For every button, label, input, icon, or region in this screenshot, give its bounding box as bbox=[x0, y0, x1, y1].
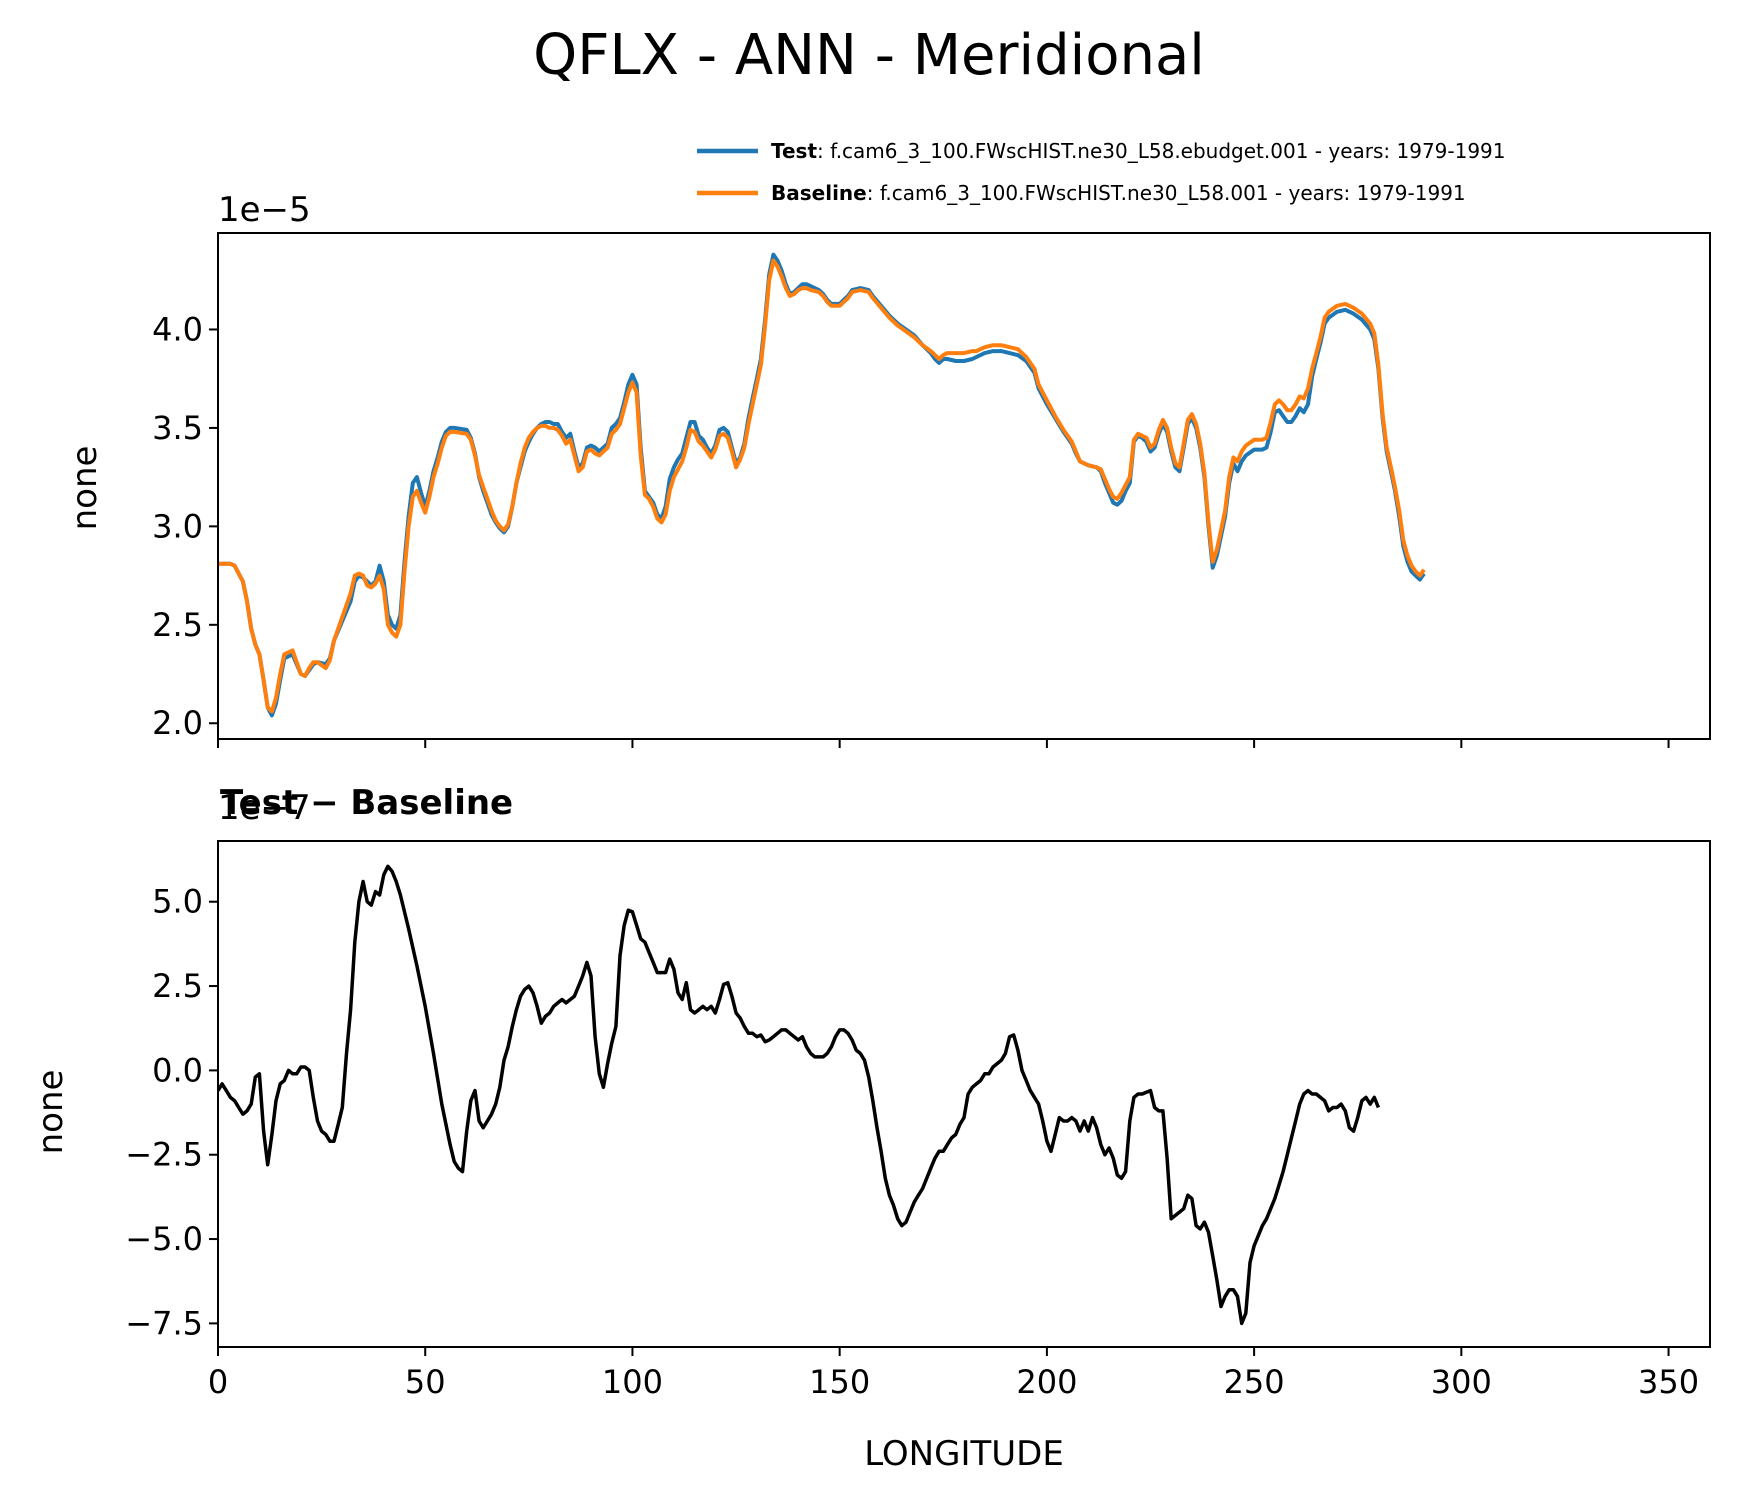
legend-baseline-desc: : f.cam6_3_100.FWscHIST.ne30_L58.001 - y… bbox=[867, 181, 1466, 205]
bottom-series-test-baseline bbox=[218, 864, 1381, 1326]
bottom-panel-multiplier: 1e−7 bbox=[218, 788, 311, 828]
top-panel-xticks bbox=[217, 739, 1670, 748]
top-panel-yticks: 2.0 2.5 3.0 3.5 4.0 bbox=[152, 310, 218, 742]
bottom-ytick-label: −7.5 bbox=[125, 1304, 203, 1342]
top-series-baseline bbox=[218, 258, 1426, 714]
top-panel-ylabel: none bbox=[65, 446, 105, 531]
top-ytick-label: 2.0 bbox=[152, 704, 203, 742]
bottom-xtick-label: 200 bbox=[1016, 1363, 1077, 1401]
bottom-panel-title: Test − Baseline bbox=[220, 783, 513, 823]
legend-baseline-name: Baseline bbox=[771, 181, 867, 205]
top-ytick-label: 2.5 bbox=[152, 606, 203, 644]
bottom-xtick-label: 0 bbox=[208, 1363, 228, 1401]
top-panel-frame bbox=[217, 232, 1711, 740]
figure-title: QFLX - ANN - Meridional bbox=[533, 23, 1205, 88]
bottom-xtick-label: 350 bbox=[1638, 1363, 1699, 1401]
bottom-panel-frame bbox=[217, 840, 1711, 1348]
bottom-panel-xticks: 0 50 100 150 200 250 300 350 bbox=[208, 1347, 1699, 1401]
top-panel-multiplier: 1e−5 bbox=[218, 190, 311, 230]
bottom-xtick-label: 50 bbox=[405, 1363, 446, 1401]
bottom-panel-yticks: −7.5 −5.0 −2.5 0.0 2.5 5.0 bbox=[125, 883, 218, 1342]
top-panel: 1e−5 none 2.0 2.5 3.0 3.5 4.0 bbox=[65, 190, 1711, 748]
bottom-panel-series bbox=[218, 864, 1381, 1326]
bottom-panel-xlabel: LONGITUDE bbox=[864, 1434, 1064, 1474]
top-ytick-label: 3.5 bbox=[152, 409, 203, 447]
bottom-xtick-label: 150 bbox=[809, 1363, 870, 1401]
bottom-ytick-label: 2.5 bbox=[152, 967, 203, 1005]
bottom-ytick-label: −5.0 bbox=[125, 1220, 203, 1258]
bottom-ytick-label: 0.0 bbox=[152, 1051, 203, 1089]
legend-test-entry: Test: f.cam6_3_100.FWscHIST.ne30_L58.ebu… bbox=[771, 139, 1506, 163]
bottom-panel-ylabel: none bbox=[31, 1070, 71, 1155]
bottom-xtick-label: 100 bbox=[602, 1363, 663, 1401]
bottom-ytick-label: −2.5 bbox=[125, 1136, 203, 1174]
bottom-ytick-label: 5.0 bbox=[152, 883, 203, 921]
legend: Test: f.cam6_3_100.FWscHIST.ne30_L58.ebu… bbox=[697, 139, 1506, 205]
legend-baseline-entry: Baseline: f.cam6_3_100.FWscHIST.ne30_L58… bbox=[771, 181, 1466, 205]
top-panel-series bbox=[218, 252, 1426, 718]
top-ytick-label: 3.0 bbox=[152, 507, 203, 545]
bottom-xtick-label: 300 bbox=[1431, 1363, 1492, 1401]
bottom-xtick-label: 250 bbox=[1224, 1363, 1285, 1401]
legend-test-desc: : f.cam6_3_100.FWscHIST.ne30_L58.ebudget… bbox=[817, 139, 1506, 163]
legend-test-name: Test bbox=[771, 139, 817, 163]
top-ytick-label: 4.0 bbox=[152, 310, 203, 348]
bottom-panel: 1e−7 Test − Baseline none LONGITUDE −7.5… bbox=[31, 783, 1711, 1474]
